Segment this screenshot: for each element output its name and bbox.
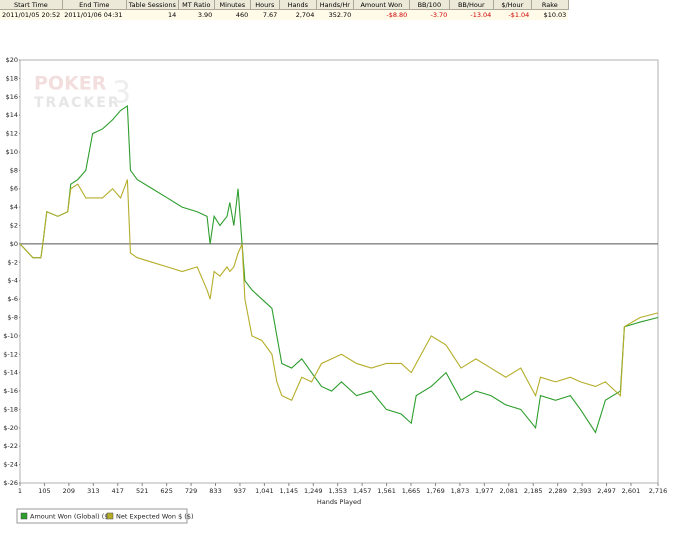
x-tick-label: 729 <box>185 487 197 495</box>
y-tick-label: $20 <box>6 56 18 64</box>
column-header: BB/100 <box>409 0 450 10</box>
y-tick-label: $-4 <box>7 277 18 285</box>
cell: 352.70 <box>316 9 354 20</box>
x-tick-label: 1,873 <box>451 487 470 495</box>
cell: 14 <box>126 9 179 20</box>
y-tick-label: $-2 <box>7 258 18 266</box>
x-tick-label: 1,353 <box>328 487 347 495</box>
x-tick-label: 937 <box>234 487 246 495</box>
x-tick-label: 521 <box>136 487 148 495</box>
x-tick-label: 105 <box>38 487 50 495</box>
cell: 3.90 <box>178 9 215 20</box>
column-header: BB/Hour <box>449 0 494 10</box>
watermark: 3 <box>112 76 131 111</box>
y-tick-label: $12 <box>6 130 18 138</box>
x-tick-label: 2,497 <box>597 487 616 495</box>
cell: -$8.80 <box>353 9 410 20</box>
series-line <box>19 179 659 401</box>
series-line <box>19 104 659 434</box>
x-tick-label: 209 <box>63 487 75 495</box>
x-tick-label: 1,249 <box>304 487 323 495</box>
x-tick-label: 2,601 <box>622 487 641 495</box>
y-tick-label: $-20 <box>3 424 18 432</box>
cell: 2,704 <box>279 9 317 20</box>
y-tick-label: $0 <box>10 240 18 248</box>
x-tick-label: 1,041 <box>255 487 274 495</box>
x-tick-label: 1,561 <box>377 487 396 495</box>
x-tick-label: 2,289 <box>548 487 567 495</box>
x-tick-label: 2,716 <box>649 487 668 495</box>
y-tick-label: $-14 <box>3 369 18 377</box>
column-header: Table Sessions <box>126 0 179 10</box>
column-header: Hands/Hr <box>316 0 354 10</box>
header-row: Start Time End Time Table Sessions MT Ra… <box>0 0 569 10</box>
y-tick-label: $-16 <box>3 387 18 395</box>
legend-box <box>16 508 188 524</box>
legend-swatch <box>20 512 28 520</box>
y-tick-label: $-10 <box>3 332 18 340</box>
cell: -3.70 <box>409 9 450 20</box>
watermark: POKER <box>34 73 107 95</box>
y-tick-label: $-18 <box>3 405 18 413</box>
y-tick-label: $2 <box>10 222 18 230</box>
x-tick-label: 625 <box>160 487 172 495</box>
summary-table: Start Time End Time Table Sessions MT Ra… <box>0 0 569 20</box>
x-tick-label: 417 <box>112 487 124 495</box>
x-axis-title: Hands Played <box>317 498 361 506</box>
x-tick-label: 1,457 <box>353 487 372 495</box>
y-tick-label: $18 <box>6 74 18 82</box>
x-tick-label: 833 <box>209 487 221 495</box>
column-header: End Time <box>62 0 127 10</box>
x-tick-label: 1,665 <box>402 487 421 495</box>
data-row: 2011/01/05 20:52 2011/01/06 04:31 14 3.9… <box>0 9 569 20</box>
legend-swatch <box>106 512 114 520</box>
cell: 2011/01/05 20:52 <box>0 9 63 20</box>
x-tick-label: 1,769 <box>426 487 445 495</box>
legend-label: Amount Won (Global) ($) <box>30 513 111 521</box>
plot-frame <box>19 59 659 484</box>
column-header: $/Hour <box>493 0 532 10</box>
legend-label: Net Expected Won $ ($) <box>116 513 194 521</box>
cell: -13.04 <box>449 9 494 20</box>
x-tick-label: 2,393 <box>573 487 592 495</box>
x-tick-label: 1 <box>18 487 22 495</box>
watermark: TRACKER <box>34 95 121 111</box>
y-tick-label: $-26 <box>3 479 18 487</box>
column-header: MT Ratio <box>178 0 215 10</box>
column-header: Rake <box>531 0 569 10</box>
cell: $10.03 <box>531 9 569 20</box>
column-header: Start Time <box>0 0 63 10</box>
y-tick-label: $-6 <box>7 295 18 303</box>
y-tick-label: $-22 <box>3 442 18 450</box>
x-tick-label: 313 <box>87 487 99 495</box>
x-tick-label: 2,185 <box>524 487 543 495</box>
y-tick-label: $16 <box>6 93 18 101</box>
y-tick-label: $10 <box>6 148 18 156</box>
column-header: Minutes <box>214 0 251 10</box>
cell: 7.67 <box>250 9 280 20</box>
column-header: Hands <box>279 0 317 10</box>
y-tick-label: $4 <box>10 203 18 211</box>
cell: 460 <box>214 9 251 20</box>
y-tick-label: $6 <box>10 185 18 193</box>
column-header: Amount Won <box>353 0 410 10</box>
y-tick-label: $14 <box>6 111 18 119</box>
x-tick-label: 1,977 <box>475 487 494 495</box>
cell: -$1.04 <box>493 9 532 20</box>
y-tick-label: $8 <box>10 166 18 174</box>
y-tick-label: $-8 <box>7 313 18 321</box>
x-tick-label: 2,081 <box>499 487 518 495</box>
cell: 2011/01/06 04:31 <box>62 9 127 20</box>
column-header: Hours <box>250 0 280 10</box>
x-tick-label: 1,145 <box>280 487 299 495</box>
y-tick-label: $-12 <box>3 350 18 358</box>
y-tick-label: $-24 <box>3 461 18 469</box>
